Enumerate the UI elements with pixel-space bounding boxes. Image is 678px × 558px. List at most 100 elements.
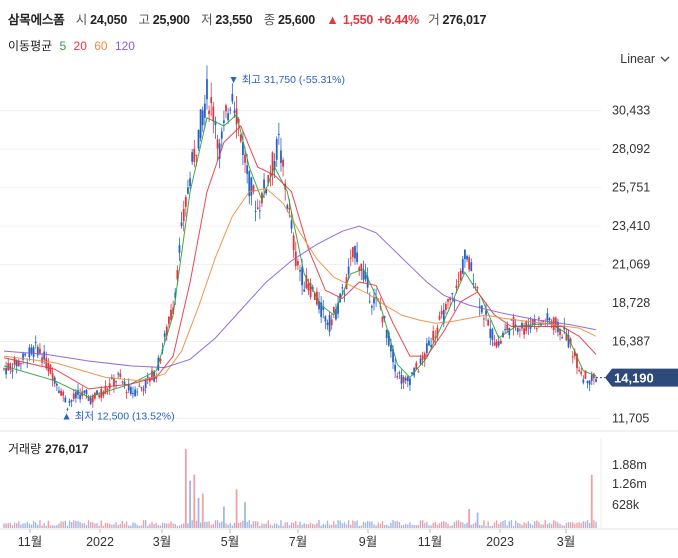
volume-spike-bar — [590, 474, 593, 528]
volume-bar — [415, 525, 417, 528]
candle-body — [364, 271, 367, 280]
candle-body — [468, 257, 471, 270]
volume-label: 거 — [428, 13, 440, 27]
volume-bar — [375, 525, 377, 528]
candle-body — [66, 408, 69, 410]
candle-body — [497, 341, 500, 346]
volume-bar — [121, 521, 124, 528]
volume-bar — [100, 520, 102, 528]
volume-bar — [440, 521, 443, 528]
volume-bar — [360, 525, 363, 528]
candle-body — [540, 323, 542, 326]
candle-body — [117, 373, 120, 375]
candle-body — [578, 370, 580, 372]
high-value: 25,900 — [152, 13, 190, 27]
candle-body — [335, 309, 337, 320]
volume-bar — [77, 521, 79, 528]
candle-body — [385, 329, 388, 339]
candle-body — [214, 121, 217, 126]
candle-body — [72, 393, 75, 399]
volume-bar — [307, 524, 310, 528]
candle-body — [32, 347, 35, 357]
volume-bar — [166, 523, 168, 528]
volume-bar — [303, 523, 305, 528]
candle-body — [343, 293, 346, 295]
volume-bar — [586, 520, 589, 528]
candle-body — [41, 357, 43, 363]
volume-bar — [481, 525, 483, 528]
volume-bar — [62, 521, 64, 528]
volume-bar — [595, 521, 597, 528]
candle-body — [210, 97, 213, 103]
volume-bar — [301, 524, 303, 528]
candle-body — [341, 287, 344, 289]
volume-bar — [443, 521, 445, 528]
volume-bar — [550, 524, 553, 528]
candle-body — [398, 372, 401, 374]
volume-bar — [434, 522, 437, 528]
candle-body — [381, 316, 384, 323]
volume-bar — [269, 524, 272, 528]
candle-body — [263, 179, 265, 189]
volume-bar — [28, 523, 31, 528]
candle-body — [447, 299, 449, 302]
volume-bar — [66, 525, 69, 528]
candle-body — [356, 252, 358, 263]
candle-body — [567, 334, 570, 348]
volume-bar — [411, 524, 413, 528]
ma-legend[interactable]: 이동평균 5 20 60 120 — [8, 37, 139, 54]
volume-bar — [320, 525, 322, 528]
candle-body — [296, 261, 299, 266]
candle-body — [459, 270, 462, 281]
candle-body — [220, 131, 223, 139]
volume-bar — [92, 522, 94, 528]
candle-body — [595, 379, 597, 382]
volume-bar — [377, 522, 379, 528]
volume-bar — [178, 525, 181, 528]
volume-bar — [96, 523, 98, 528]
candle-body — [409, 378, 411, 386]
candle-body — [140, 386, 143, 388]
volume-bar — [542, 524, 544, 528]
volume-bar — [502, 520, 504, 528]
x-tick-label: 3월 — [153, 535, 171, 549]
change-up-icon: ▲ — [326, 13, 339, 27]
candle-body — [294, 251, 297, 266]
volume-bar — [311, 523, 314, 528]
volume-bar — [356, 520, 358, 528]
volume-bar — [58, 523, 60, 528]
volume-spike-bar — [197, 497, 200, 528]
candle-body — [430, 344, 432, 347]
volume-bar — [495, 520, 498, 528]
volume-bar — [39, 520, 41, 528]
candle-body — [548, 318, 551, 321]
scale-selector[interactable]: Linear — [620, 52, 670, 66]
candle-body — [24, 353, 27, 356]
candle-body — [413, 367, 416, 376]
volume-bar — [132, 522, 134, 528]
volume-bar — [563, 525, 565, 528]
candle-body — [191, 152, 194, 162]
volume-bar — [136, 524, 138, 528]
candle-body — [538, 317, 540, 320]
volume-bar — [345, 524, 348, 528]
candle-body — [559, 328, 561, 335]
volume-bar — [574, 523, 576, 528]
candle-body — [115, 381, 117, 383]
volume-bar — [125, 521, 128, 528]
volume-bar — [584, 521, 587, 528]
volume-bar — [436, 524, 439, 528]
volume-bar — [333, 521, 335, 528]
candle-body — [328, 315, 331, 332]
volume-bar — [455, 520, 458, 528]
volume-bar — [316, 523, 318, 528]
candle-body — [256, 207, 259, 209]
volume-bar — [45, 525, 47, 528]
volume-bar — [242, 520, 244, 528]
candle-body — [184, 196, 187, 207]
volume-bar — [155, 522, 157, 528]
y-tick-label: 16,387 — [612, 334, 650, 348]
candle-body — [174, 292, 177, 298]
volume-bar — [419, 520, 422, 528]
